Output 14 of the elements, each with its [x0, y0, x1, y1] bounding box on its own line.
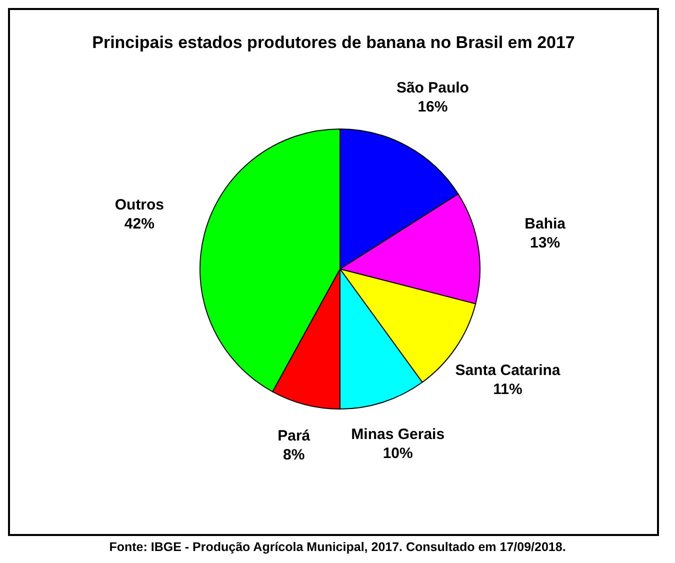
data-label: 42%	[124, 216, 154, 233]
data-label: 16%	[418, 98, 448, 116]
slice-label: Bahia	[524, 216, 566, 233]
chart-title: Principais estados produtores de banana no Brasil em 2017	[91, 32, 576, 54]
slice-label: São Paulo	[396, 79, 469, 96]
data-label: 13%	[530, 234, 560, 252]
data-label: 8%	[283, 446, 305, 464]
source-note: Fonte: IBGE - Produção Agrícola Municipal, 2017. Consultado em 17/09/2018.	[108, 540, 567, 554]
data-label: 11%	[493, 380, 522, 398]
slice-label: Minas Gerais	[351, 426, 445, 444]
slice-label: Outros	[114, 196, 164, 214]
slice-label: Santa Catarina	[455, 362, 561, 379]
data-label: 10%	[382, 445, 413, 462]
slice-label: Pará	[278, 428, 311, 445]
